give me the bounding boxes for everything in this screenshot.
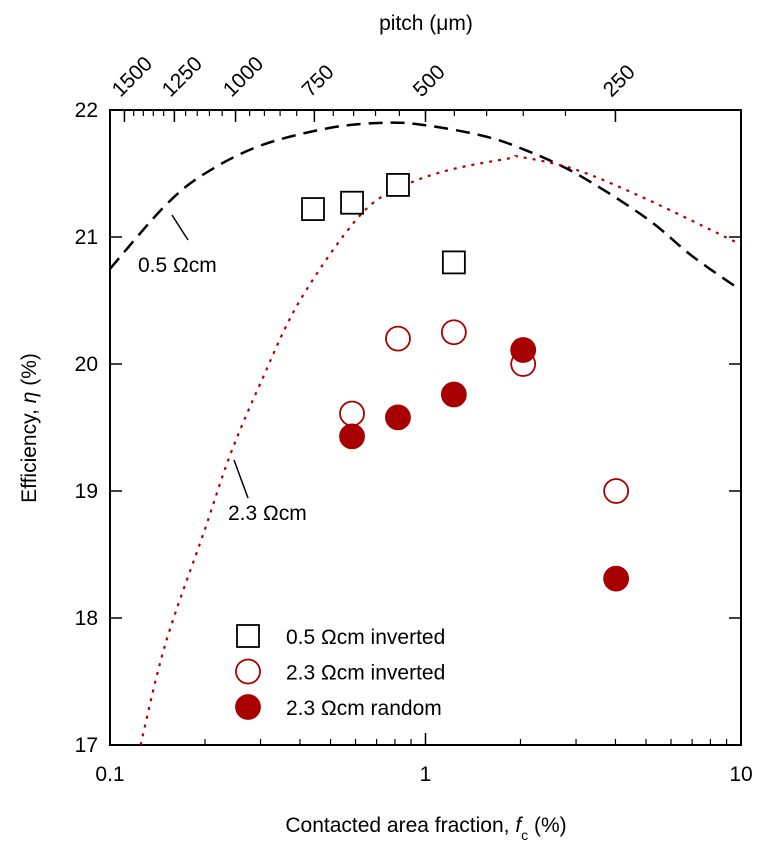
marker [603,478,630,504]
marker [385,325,411,352]
marker [386,173,410,197]
leader-line [171,214,189,241]
x-tick-label: 0.1 [95,763,124,786]
x-tick-label: 1 [420,763,432,786]
legend-marker [235,694,261,720]
y-tick-label: 19 [75,480,98,503]
x2-tick-label: 1000 [219,52,268,101]
x-tick-label: 10 [729,763,752,786]
y-tick-label: 20 [75,353,98,376]
top-axis-label: pitch (μm) [379,12,473,35]
marker [440,381,467,408]
leader-line [233,459,249,499]
marker [340,190,364,215]
x2-tick-label: 1250 [158,52,207,101]
y-tick-label: 18 [75,607,98,630]
y-tick-label: 17 [75,734,98,757]
curve [110,121,741,292]
y-tick-label: 22 [75,99,98,122]
plot-frame [109,109,742,746]
legend-marker [235,658,261,685]
marker [385,404,411,431]
x2-tick-label: 750 [298,60,339,101]
marker [440,319,467,346]
x-axis-label: Contacted area fraction, fc (%) [285,814,566,843]
curve [139,154,741,745]
x2-tick-label: 250 [599,60,640,101]
marker [339,423,365,450]
marker [510,337,537,363]
curve-annotation: 0.5 Ωcm [138,254,217,277]
curve-annotation: 2.3 Ωcm [228,502,307,525]
x2-tick-label: 1500 [108,52,157,101]
legend-label: 2.3 Ωcm random [286,697,442,720]
marker [301,197,325,221]
legend-marker [236,624,260,648]
y-tick-label: 21 [75,226,98,249]
marker [339,400,365,427]
marker [441,250,466,275]
y-axis-label: Efficiency, η (%) [18,353,41,503]
marker [603,565,630,592]
legend-label: 0.5 Ωcm inverted [286,626,445,649]
legend-label: 2.3 Ωcm inverted [286,662,445,685]
x2-tick-label: 500 [409,60,450,101]
